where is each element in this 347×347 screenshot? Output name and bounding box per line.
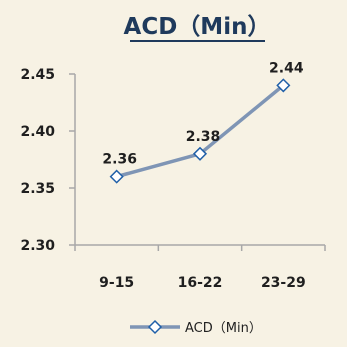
plot-area: 2.36 2.38 2.44 xyxy=(102,60,304,184)
data-label: 2.38 xyxy=(186,129,221,145)
legend-marker-sample xyxy=(147,319,163,335)
x-tick-label: 9-15 xyxy=(99,275,134,291)
y-tick-label: 2.35 xyxy=(20,181,55,197)
y-tick-label: 2.40 xyxy=(20,124,55,140)
y-axis: 2.30 2.35 2.40 2.45 xyxy=(20,67,76,254)
x-tick-label: 23-29 xyxy=(261,275,306,291)
x-axis: 9-15 16-22 23-29 xyxy=(74,244,326,291)
y-tick-label: 2.45 xyxy=(20,67,55,83)
chart-title: ACD（Min） xyxy=(124,13,271,40)
data-label: 2.44 xyxy=(269,60,304,76)
data-point-marker xyxy=(192,146,208,161)
legend: ACD（Min） xyxy=(130,319,262,336)
x-tick-label: 16-22 xyxy=(178,275,223,291)
data-point-marker xyxy=(276,78,291,93)
legend-label: ACD（Min） xyxy=(185,321,262,336)
data-point-marker xyxy=(109,169,124,184)
y-tick-label: 2.30 xyxy=(20,238,55,254)
data-label: 2.36 xyxy=(102,152,137,168)
